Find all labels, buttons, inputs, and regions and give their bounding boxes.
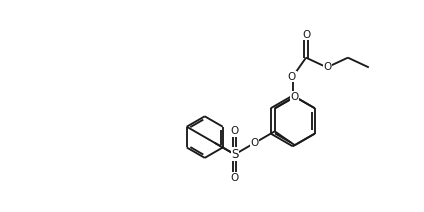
Text: S: S <box>231 148 238 161</box>
Text: O: O <box>302 29 310 40</box>
Text: O: O <box>324 62 332 73</box>
Text: O: O <box>231 173 239 183</box>
Text: O: O <box>251 138 259 148</box>
Text: O: O <box>231 126 239 136</box>
Text: O: O <box>290 92 299 102</box>
Text: O: O <box>288 72 296 82</box>
